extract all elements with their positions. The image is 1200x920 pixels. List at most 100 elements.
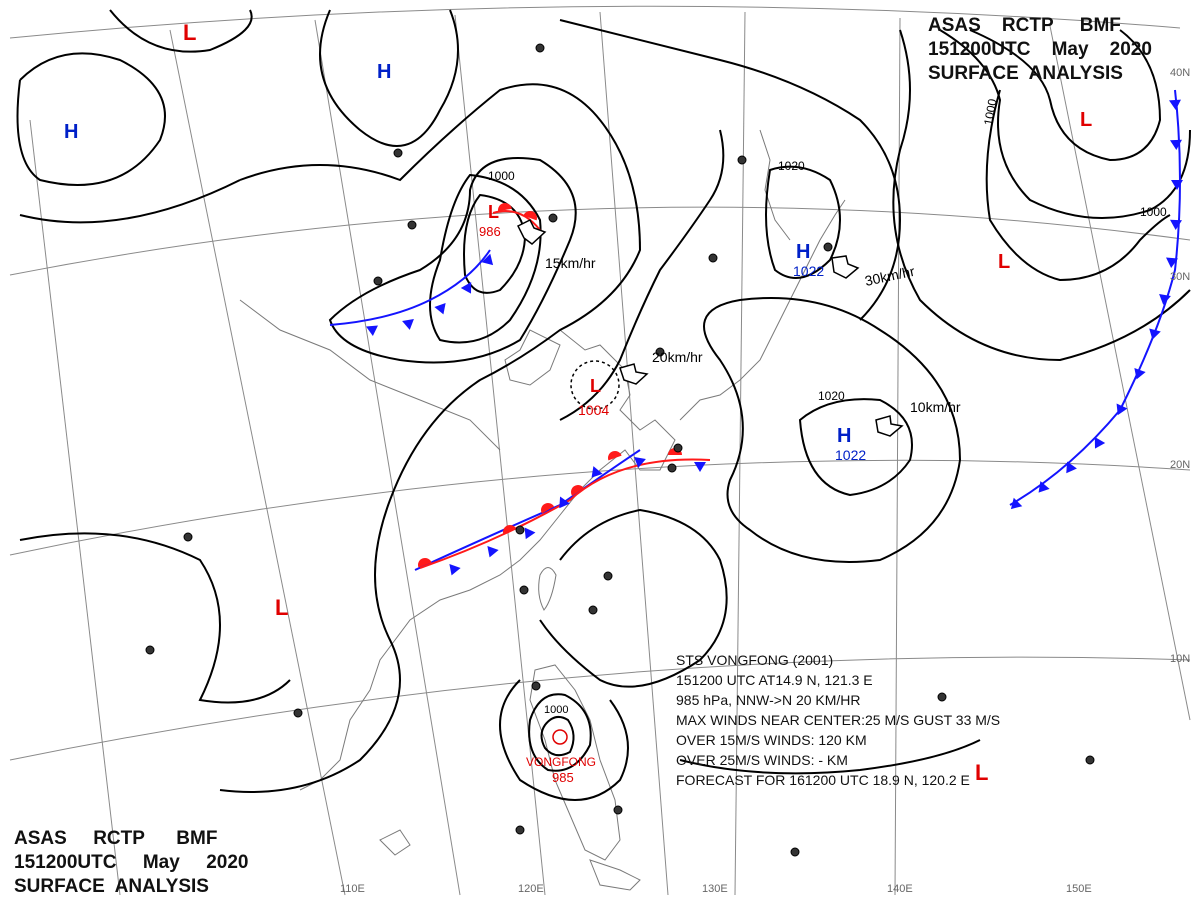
low-center[interactable]: L [275,595,288,620]
typhoon-isobar-label: 1000 [544,704,568,716]
isobar [319,9,459,147]
storm-info-line: STS VONGFONG (2001) [676,652,834,668]
low-center-value: 1004 [578,402,609,418]
lon-label: 120E [518,883,544,895]
header-product-code: ASAS [14,828,67,849]
station-marker [535,43,545,53]
motion-label: 10km/hr [910,399,961,415]
warm-front-semicircle [418,558,432,568]
station-marker [588,605,598,615]
coastline-sakhalin [759,129,791,241]
warm-front-semicircle [571,485,584,497]
station-plots [145,43,1095,857]
stationary-front-cold [414,449,641,571]
header-time: 151200UTC [14,852,117,873]
lat-label: 30N [1170,271,1190,283]
station-marker [183,532,193,542]
forecast-circle [570,360,620,410]
isobar-1000-east [985,89,1171,282]
station-marker [823,242,833,252]
header-row: 151200UTC May 2020 [14,851,249,875]
coastline-interior-border [239,299,501,451]
low-center[interactable]: L [975,760,988,785]
latitude-labels: 40N 30N 20N 10N [1170,67,1190,665]
typhoon-symbol-icon [552,729,568,745]
cold-front-triangle [524,527,536,540]
motion-arrow-north-low[interactable] [516,218,547,245]
low-center[interactable]: L [590,376,601,396]
header-agency: BMF [176,828,218,849]
cold-front-triangle [1116,403,1128,416]
coastline-bay [504,329,561,386]
isobar-labels: 1000 1020 1020 1000 1000 [488,97,1167,403]
cold-front-triangle [1171,180,1183,190]
high-center-value: 1022 [793,263,824,279]
low-center[interactable]: L [1080,109,1092,131]
lon-line [169,29,346,896]
warm-front-semicircle [541,503,555,514]
coastlines [239,129,846,891]
high-center[interactable]: H [837,425,851,447]
high-center[interactable]: H [64,121,78,143]
isobar [109,9,253,53]
lat-label: 20N [1170,459,1190,471]
high-center[interactable]: H [796,241,810,263]
header-row: ASAS RCTP BMF [928,14,1152,38]
header-row: 151200UTC May 2020 [928,38,1152,62]
lon-line [29,119,121,896]
station-marker [519,585,529,595]
station-marker [393,148,403,158]
header-product-code: ASAS [928,15,981,36]
motion-arrow-north-high[interactable] [831,255,860,279]
isobar-typhoon-inner [540,715,575,757]
station-marker [667,463,677,473]
cold-front-triangle [1166,257,1178,268]
typhoon-vongfong[interactable]: 1000 VONGFONG 985 [526,704,596,785]
storm-info-line: FORECAST FOR 161200 UTC 18.9 N, 120.2 E [676,772,970,788]
isobar-label: 1020 [818,389,845,403]
header-year: 2020 [1109,39,1152,60]
low-center[interactable]: L [488,202,499,222]
motion-arrow-south-high[interactable] [875,415,904,437]
low-center[interactable]: L [183,20,196,45]
isobar [892,29,1191,362]
station-marker [790,847,800,857]
header-title: SURFACE ANALYSIS [14,876,209,897]
header-row: ASAS RCTP BMF [14,827,249,851]
isobar [969,29,1162,162]
station-marker [515,825,525,835]
isobar [19,179,241,224]
cold-front-triangle [694,462,706,472]
cold-front-triangle [1169,99,1181,110]
header-month: May [142,852,180,873]
isobar-label: 1020 [778,159,805,173]
high-center[interactable]: H [377,61,391,83]
station-marker [937,692,947,702]
lon-line [454,14,546,896]
motion-arrow-1004-low[interactable] [619,363,649,385]
motion-arrows [516,218,904,437]
isobar [679,739,981,775]
station-marker [613,805,623,815]
header-station: RCTP [1001,15,1054,36]
storm-info-line: OVER 15M/S WINDS: 120 KM [676,732,867,748]
station-marker [407,220,417,230]
cold-front-triangle [434,302,446,315]
low-center[interactable]: L [998,251,1010,273]
lon-label: 140E [887,883,913,895]
motion-label: 15km/hr [545,255,596,271]
lat-label: 40N [1170,67,1190,79]
chart-header-top: ASAS RCTP BMF 151200UTC May 2020 SURFACE… [928,14,1152,86]
lon-line [1049,25,1191,721]
cold-front-north [329,249,491,326]
cold-front-triangle [1134,367,1146,380]
cold-front-triangle [1038,481,1050,493]
cold-front-triangle [481,253,494,266]
cold-front-triangle [1170,139,1182,150]
cold-front-east [1009,89,1181,506]
lon-label: 110E [340,883,365,895]
header-month: May [1051,39,1089,60]
storm-info-line: OVER 25M/S WINDS: - KM [676,752,848,768]
warm-front-semicircle [523,211,537,221]
